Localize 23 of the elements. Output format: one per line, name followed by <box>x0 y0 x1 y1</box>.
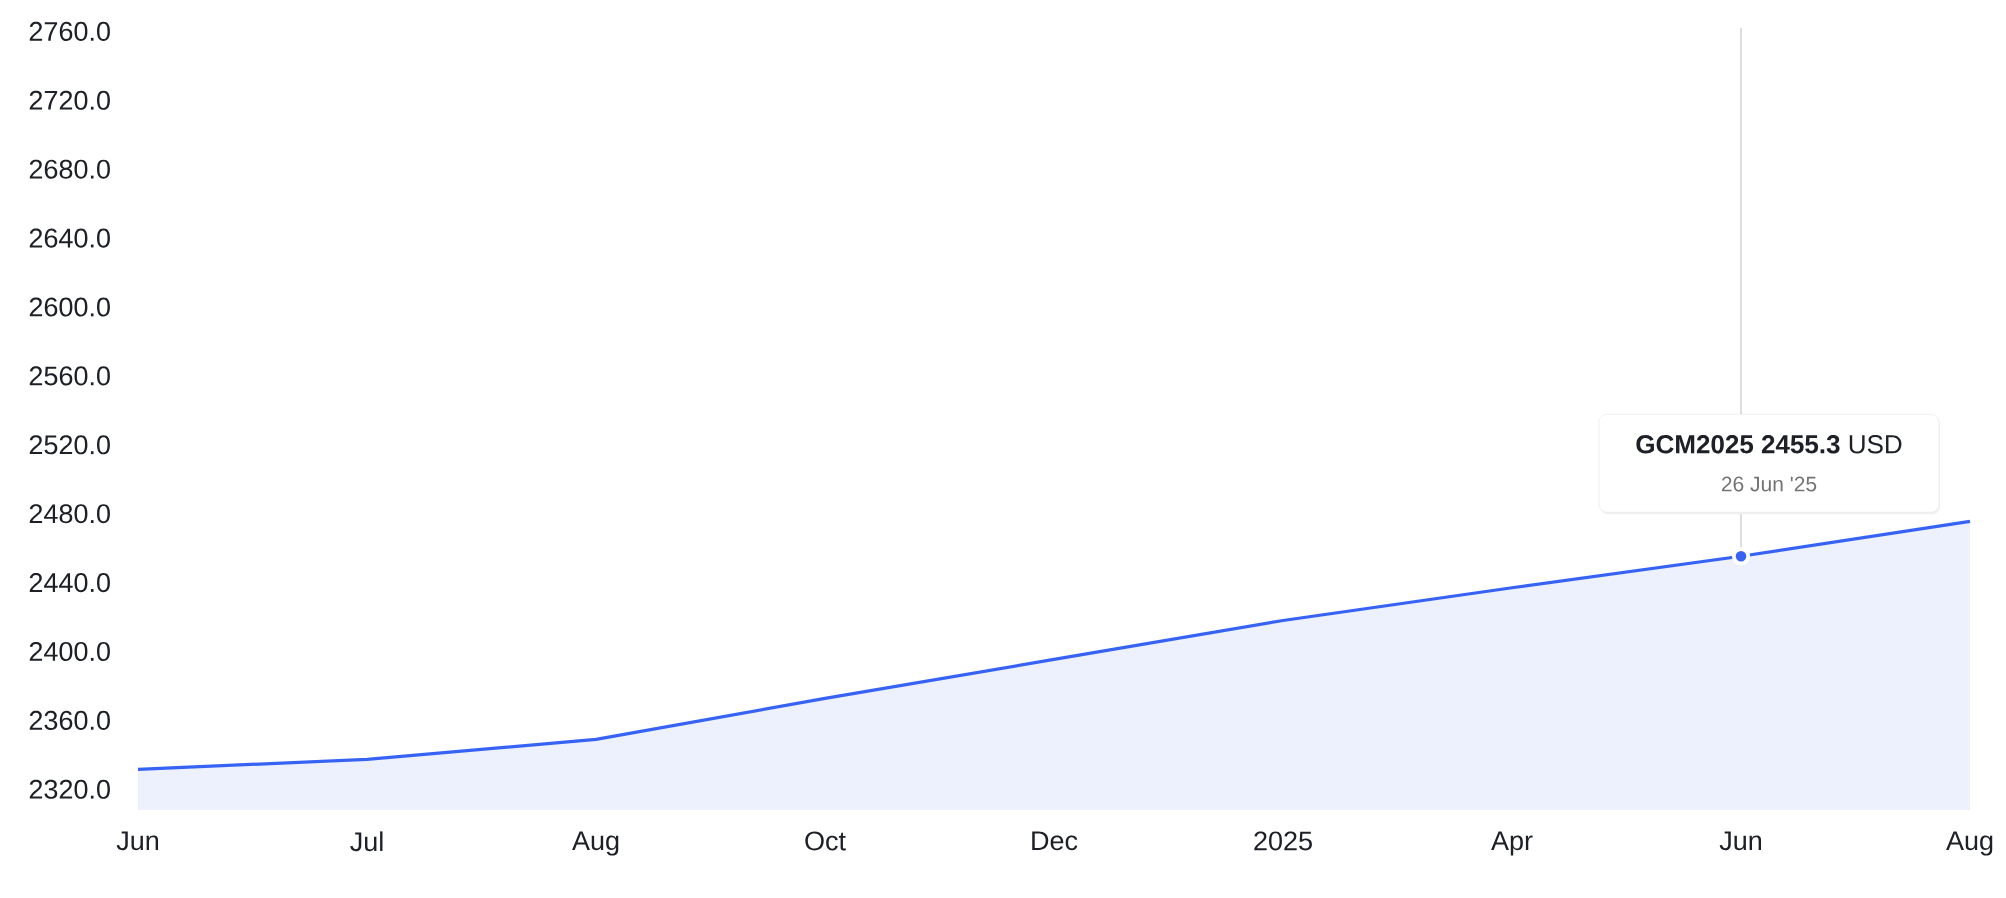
y-tick-label: 2480.0 <box>29 504 110 524</box>
y-tick-label: 2560.0 <box>29 366 110 386</box>
x-tick-label: 2025 <box>1254 831 1312 851</box>
annotation: 26 Jun '25 <box>1721 476 1817 492</box>
y-tick-label: 2760.0 <box>29 21 110 41</box>
y-tick-label: 2400.0 <box>29 641 110 662</box>
annotation: GCM2025 2455.3 USD <box>1636 435 1902 454</box>
x-tick-label: Jun <box>116 831 159 851</box>
x-tick-label: Oct <box>805 831 846 851</box>
y-tick-label: 2360.0 <box>29 710 110 730</box>
y-tick-label: 2640.0 <box>29 228 110 248</box>
y-tick-label: 2520.0 <box>29 435 110 455</box>
y-tick-label: 2720.0 <box>29 90 110 110</box>
x-tick-label: Apr <box>1491 831 1533 856</box>
x-tick-label: Aug <box>572 831 619 856</box>
x-tick-label: Jun <box>1719 831 1762 851</box>
x-tick-label: Aug <box>1946 831 1993 856</box>
y-tick-label: 2320.0 <box>29 779 110 799</box>
y-tick-label: 2440.0 <box>29 573 110 593</box>
x-tick-label: Jul <box>350 831 383 852</box>
y-tick-label: 2680.0 <box>29 159 110 179</box>
x-tick-label: Dec <box>1032 831 1078 851</box>
y-tick-label: 2600.0 <box>29 297 110 317</box>
